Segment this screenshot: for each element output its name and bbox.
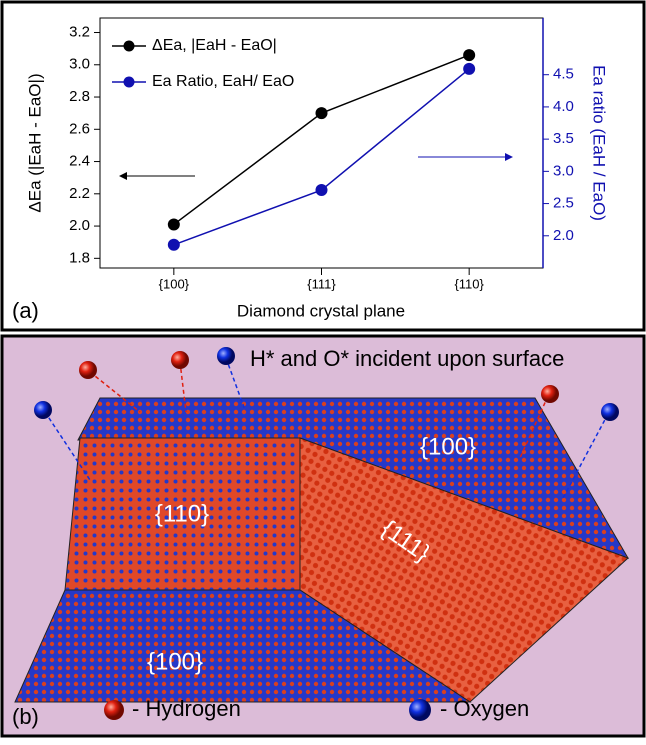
hydrogen-atom [171,351,189,369]
y2-tick-label: 4.5 [553,66,574,83]
y-tick-label: 1.8 [69,249,90,266]
x-tick-label: {100} [159,276,190,291]
y-tick-label: 3.2 [69,23,90,40]
hydrogen-atom [104,700,124,720]
hydrogen-atom [541,385,559,403]
panel-label: (b) [12,704,39,729]
legend-marker [124,77,135,88]
facet-label: {110} [155,500,209,527]
oxygen-atom [409,699,431,721]
oxygen-atom [217,347,235,365]
data-point [316,107,328,119]
legend-label: - Hydrogen [132,696,241,721]
y2-axis-label: Ea ratio (EaH / EaO) [590,65,609,221]
data-point [168,239,180,251]
legend-label: - Oxygen [440,696,529,721]
y-tick-label: 2.0 [69,217,90,234]
legend-marker [124,41,135,52]
data-point [168,218,180,230]
y-tick-label: 2.8 [69,88,90,105]
y2-tick-label: 2.5 [553,195,574,212]
caption: H* and O* incident upon surface [250,346,564,371]
legend-label: Ea Ratio, EaH/ EaO [152,73,294,90]
y-tick-label: 2.4 [69,153,90,170]
x-axis-label: Diamond crystal plane [237,301,405,320]
data-point [463,63,475,75]
data-point [463,49,475,61]
oxygen-atom [34,401,52,419]
y-tick-label: 2.6 [69,120,90,137]
hydrogen-atom [79,361,97,379]
y-axis-label: ΔEa (|EaH - EaO|) [25,73,44,212]
facet-label: {100} [420,433,476,460]
x-tick-label: {111} [307,276,336,291]
y2-tick-label: 2.0 [553,227,574,244]
facet-label: {100} [147,648,203,675]
legend-label: ΔEa, |EaH - EaO| [152,37,277,54]
y-tick-label: 3.0 [69,56,90,73]
figure: (a) Diamond crystal plane ΔEa (|EaH - Ea… [0,0,646,740]
data-point [316,184,328,196]
y2-tick-label: 4.0 [553,98,574,115]
x-tick-label: {110} [454,276,484,291]
y-tick-label: 2.2 [69,185,90,202]
oxygen-atom [601,403,619,421]
y2-tick-label: 3.0 [553,162,574,179]
panel-label: (a) [12,298,39,323]
y2-tick-label: 3.5 [553,130,574,147]
